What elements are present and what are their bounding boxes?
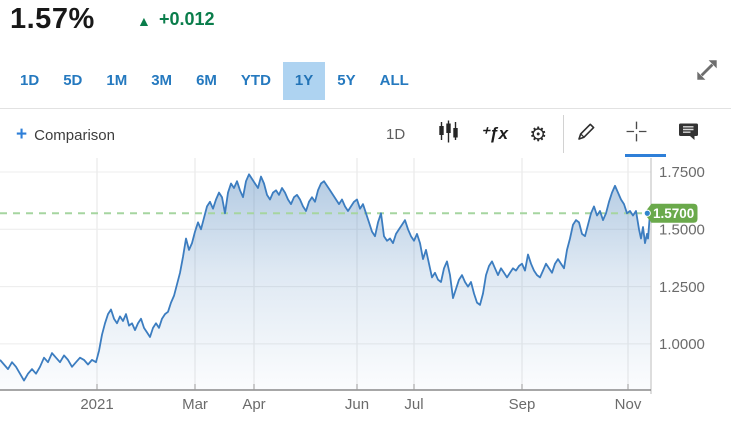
last-price-label: 1.5700 [653, 206, 694, 221]
settings-button[interactable]: ⚙ [525, 119, 551, 149]
fx-icon: ⁺ƒx [480, 124, 509, 143]
range-tab-5y[interactable]: 5Y [337, 72, 356, 89]
range-tab-all[interactable]: ALL [379, 72, 409, 89]
pencil-icon [575, 120, 598, 148]
active-tool-indicator [625, 154, 666, 157]
annotations-button[interactable] [675, 119, 701, 149]
x-axis-label: Sep [509, 396, 536, 413]
candlestick-icon [438, 120, 459, 148]
x-axis-label: Apr [242, 396, 265, 413]
expand-button[interactable] [693, 56, 721, 84]
range-tab-6m[interactable]: 6M [196, 72, 217, 89]
range-tabs: 1D 5D 1M 3M 6M YTD 1Y 5Y ALL [8, 62, 421, 100]
interval-label[interactable]: 1D [386, 125, 406, 143]
y-axis-label: 1.0000 [659, 336, 705, 353]
y-axis-label: 1.7500 [659, 164, 705, 181]
range-tab-5d[interactable]: 5D [63, 72, 83, 89]
y-axis-label: 1.5000 [659, 222, 705, 239]
last-price-dot [643, 209, 651, 217]
chat-icon [678, 122, 699, 146]
expand-icon [693, 60, 721, 88]
price-change: +0.012 [159, 9, 215, 29]
range-tab-3m[interactable]: 3M [151, 72, 173, 89]
x-axis-label: Nov [615, 396, 642, 413]
header-divider [0, 108, 731, 109]
crosshair-icon [625, 120, 648, 148]
current-price: 1.57% [10, 3, 95, 35]
toolbar-divider [563, 115, 565, 153]
plus-icon: + [16, 124, 28, 145]
range-tab-1y[interactable]: 1Y [282, 62, 326, 100]
comparison-label: Comparison [34, 126, 115, 144]
range-tab-ytd[interactable]: YTD [240, 72, 271, 89]
change-up-icon: ▲ [137, 13, 151, 29]
area-fill [0, 174, 650, 390]
x-axis-label: 2021 [80, 396, 113, 413]
last-price-badge [644, 203, 698, 223]
range-tab-1m[interactable]: 1M [106, 72, 128, 89]
price-line [0, 173, 651, 382]
functions-button[interactable]: ⁺ƒx [480, 119, 509, 149]
crosshair-button[interactable] [623, 119, 649, 149]
y-axis-label: 1.2500 [659, 279, 705, 296]
price-chart[interactable]: 1.7500 1.5000 1.2500 1.0000 2021 Mar Apr Jun Jul… [0, 150, 731, 421]
x-axis-label: Mar [182, 396, 208, 413]
x-axis-label: Jul [404, 396, 423, 413]
chart-type-button[interactable] [435, 119, 461, 149]
comparison-button[interactable]: + Comparison [16, 124, 115, 146]
gear-icon: ⚙ [529, 123, 548, 146]
chart-toolbar: 1D ⁺ƒx ⚙ [386, 113, 701, 155]
range-tab-1d[interactable]: 1D [20, 72, 40, 89]
draw-button[interactable] [573, 119, 599, 149]
x-axis-label: Jun [345, 396, 369, 413]
